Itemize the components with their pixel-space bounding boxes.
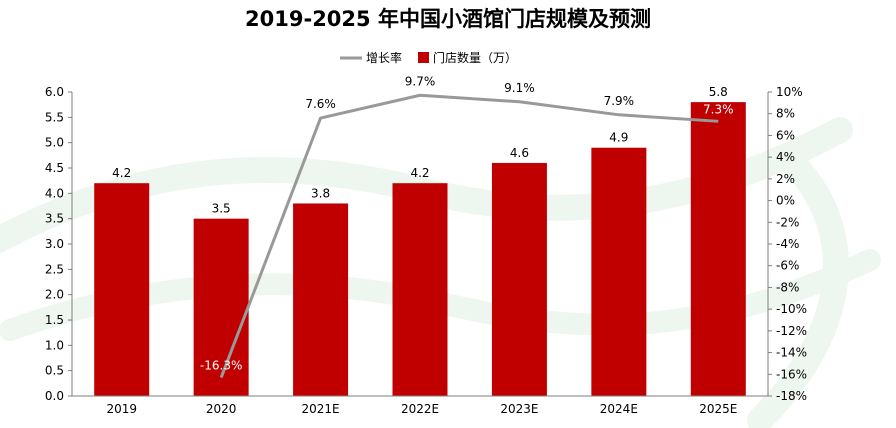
y-axis-left: 0.0 0.5 1.0 1.5 2.0 2.5 3.0 3.5 4.0 4.5 5.0 5.5 6.0 [45,85,73,403]
y-left-tick-label: 0.5 [45,364,64,378]
y-axis-right: -18% -16% -14% -12% -10% -8% -6% -4% -2% 0% 2% 4% 6%… [767,85,807,403]
x-tick-label: 2019 [106,402,137,416]
x-tick-label: 2021E [302,402,340,416]
x-tick-label: 2025E [699,402,737,416]
bar-2022E [392,183,448,396]
bar-value-label: 3.8 [311,186,330,200]
bar-value-label: 5.8 [709,85,728,99]
y-right-tick-label: -6% [776,259,799,273]
x-tick-label: 2022E [401,402,439,416]
bar-2024E [591,147,647,396]
growth-value-label: 9.1% [504,81,535,95]
growth-value-label: 7.9% [604,94,635,108]
y-right-tick-label: 2% [776,172,795,186]
bar-2020 [193,218,249,396]
bar-value-label: 3.5 [212,202,231,216]
y-right-tick-label: -16% [776,367,807,381]
bar-value-label: 4.2 [410,166,429,180]
bar-2019 [94,183,150,396]
y-right-tick-label: -2% [776,215,799,229]
growth-line [219,93,719,379]
y-left-tick-label: 5.5 [45,110,64,124]
legend-line-label: 增长率 [366,50,402,65]
growth-value-label: 9.7% [405,74,436,88]
data-labels: 4.2 3.5 3.8 4.2 4.6 4.9 5.8 -16.3% 7.6% 9.7% 9.1% 7… [112,74,733,372]
y-left-tick-label: 4.0 [45,186,64,200]
y-right-tick-label: -10% [776,302,807,316]
y-right-tick-label: 10% [776,85,803,99]
y-right-tick-label: -8% [776,280,799,294]
y-left-tick-label: 5.0 [45,136,64,150]
y-right-tick-label: 6% [776,128,795,142]
x-tick-label: 2020 [206,402,237,416]
growth-value-label: 7.6% [305,97,336,111]
y-left-tick-label: 0.0 [45,389,64,403]
y-left-tick-label: 4.5 [45,161,64,175]
bar-series [94,102,746,396]
legend-bar-label: 门店数量（万） [433,50,517,65]
bar-value-label: 4.9 [609,131,628,145]
y-left-tick-label: 1.5 [45,313,64,327]
y-right-tick-label: -4% [776,237,799,251]
y-right-tick-label: -14% [776,346,807,360]
chart-title: 2019-2025 年中国小酒馆门店规模及预测 [245,7,651,31]
y-right-tick-label: -12% [776,324,807,338]
bar-2025E [690,102,746,396]
growth-value-label: 7.3% [703,102,734,116]
legend: 增长率 门店数量（万） [340,50,517,65]
x-axis: 2019 2020 2021E 2022E 2023E 2024E 2025E [72,395,768,416]
y-right-tick-label: 0% [776,194,795,208]
y-right-tick-label: 8% [776,107,795,121]
y-right-tick-label: 4% [776,150,795,164]
legend-bar-swatch [418,52,429,63]
y-right-tick-label: -18% [776,389,807,403]
bar-2023E [491,162,547,396]
bar-value-label: 4.2 [112,166,131,180]
y-left-tick-label: 2.5 [45,262,64,276]
x-tick-label: 2024E [600,402,638,416]
bar-value-label: 4.6 [510,146,529,160]
y-left-tick-label: 6.0 [45,85,64,99]
growth-line-series [219,93,719,379]
y-left-tick-label: 3.0 [45,237,64,251]
x-tick-label: 2023E [500,402,538,416]
growth-value-label: -16.3% [200,359,242,373]
bar-2021E [293,203,349,396]
y-left-tick-label: 1.0 [45,338,64,352]
y-left-tick-label: 2.0 [45,288,64,302]
y-left-tick-label: 3.5 [45,212,64,226]
